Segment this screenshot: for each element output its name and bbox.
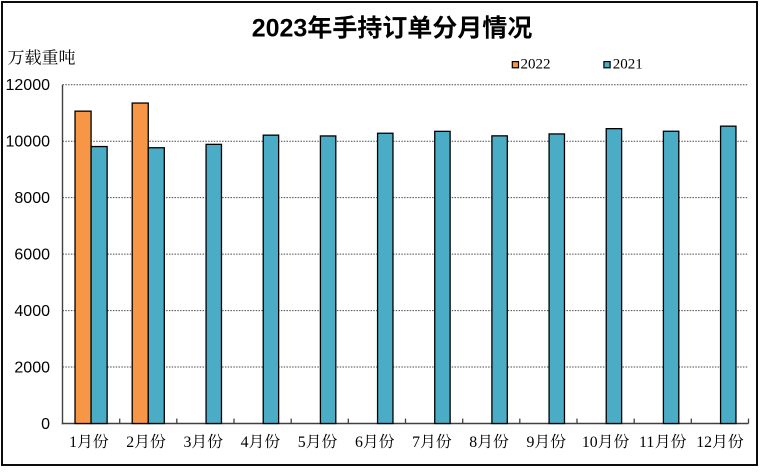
svg-text:2021: 2021: [613, 57, 643, 73]
svg-text:9: 9: [526, 434, 534, 451]
svg-text:2000: 2000: [14, 360, 50, 377]
svg-text:0: 0: [41, 416, 50, 433]
svg-text:8: 8: [469, 434, 477, 451]
svg-text:7: 7: [412, 434, 420, 451]
svg-text:4: 4: [241, 434, 249, 451]
svg-text:2022: 2022: [521, 57, 551, 73]
svg-text:10: 10: [582, 434, 598, 451]
svg-text:4000: 4000: [14, 303, 50, 320]
svg-text:3: 3: [183, 434, 191, 451]
svg-text:12: 12: [696, 434, 712, 451]
svg-text:2023: 2023: [252, 15, 308, 43]
svg-text:8000: 8000: [14, 190, 50, 207]
svg-text:6000: 6000: [14, 247, 50, 264]
svg-text:2: 2: [126, 434, 134, 451]
svg-text:1: 1: [69, 434, 77, 451]
svg-text:6: 6: [355, 434, 363, 451]
svg-text:11: 11: [639, 434, 654, 451]
svg-text:12000: 12000: [6, 77, 51, 94]
svg-text:10000: 10000: [6, 134, 51, 151]
svg-text:5: 5: [298, 434, 306, 451]
